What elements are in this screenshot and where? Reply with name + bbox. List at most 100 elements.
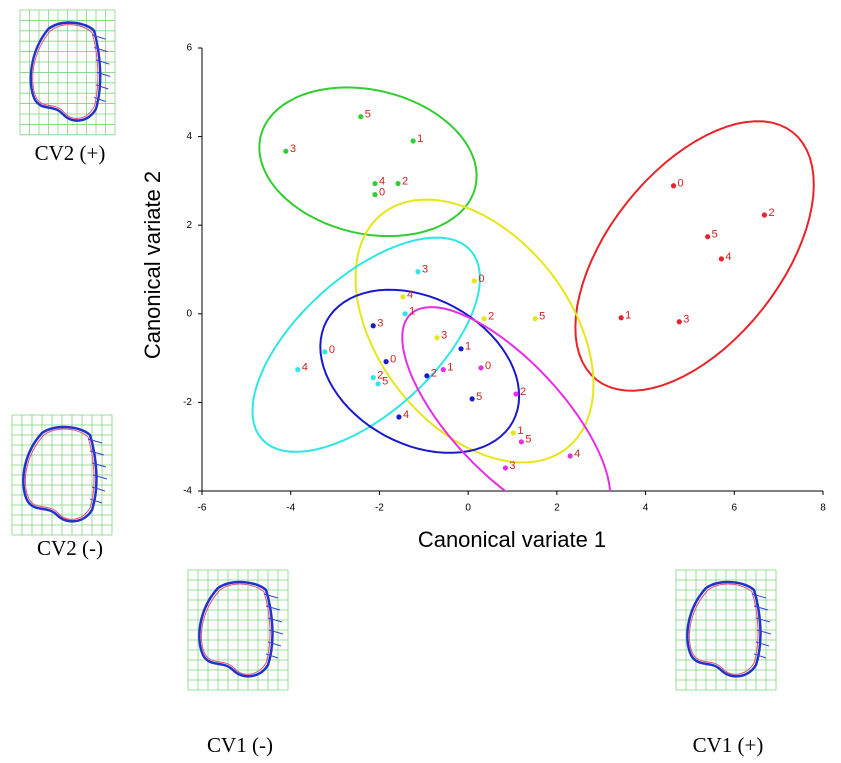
group-ellipse [401,306,612,491]
point [718,256,725,262]
x-tick-label: 6 [732,503,738,514]
point [370,323,376,329]
group-ellipse [354,198,595,464]
point [502,465,509,471]
point [383,359,389,365]
point [322,349,328,355]
point [370,374,376,381]
point [458,346,464,352]
point-label: 3 [290,143,296,155]
point-label: 5 [382,376,388,388]
y-tick-label: 6 [186,43,192,54]
point-label: 4 [574,448,580,460]
point [761,212,768,218]
point-label: 5 [525,434,531,446]
x-tick-label: -2 [375,503,384,514]
deformation-grid [10,413,114,537]
point-label: 1 [517,425,523,437]
point [481,316,487,322]
deformation-grid [186,568,290,692]
point-label: 5 [539,311,545,323]
point-label: 2 [431,368,437,380]
x-axis-label: Canonical variate 1 [418,527,606,552]
point [518,439,524,445]
point-label: 2 [402,175,408,187]
y-tick-label: 0 [186,308,192,319]
group-ellipse [251,236,481,453]
x-tick-label: -4 [286,503,295,514]
x-tick-label: 0 [465,503,471,514]
point-label: 3 [683,314,689,326]
point-label: 2 [488,311,494,323]
point-label: 2 [520,386,526,398]
figure-caption: CV2 (-) [37,536,103,560]
point-label: 0 [485,360,491,372]
point [424,373,430,379]
point-label: 1 [447,362,453,374]
point-label: 4 [403,409,409,421]
point-label: 0 [329,344,335,356]
y-tick-label: -2 [183,397,192,408]
y-tick-label: 2 [186,220,192,231]
figure-caption: CV2 (+) [35,141,106,165]
point [410,138,416,144]
point-label: 4 [407,289,413,301]
group-ellipse [574,120,815,392]
point [513,391,519,397]
point [670,183,677,189]
point-label: 4 [725,251,731,263]
figure-caption: CV1 (-) [207,733,273,757]
point [510,430,516,436]
point [395,180,401,187]
point-label: 3 [509,460,515,472]
x-tick-label: 2 [554,503,560,514]
point [400,294,406,300]
point [372,192,378,198]
point-label: 0 [478,273,484,285]
point-label: 3 [422,264,428,276]
point-label: 0 [678,178,684,190]
x-tick-label: 4 [643,503,649,514]
point [478,365,484,371]
point [434,335,440,341]
x-tick-label: 8 [820,503,826,514]
point-label: 1 [465,341,471,353]
point [375,381,381,387]
point [532,316,538,322]
point [358,114,364,120]
deformation-grid [674,568,778,692]
point [440,367,446,373]
point-label: 5 [476,391,482,403]
y-tick-label: -4 [183,486,192,497]
point [283,148,289,154]
figure-caption: CV1 (+) [693,733,764,757]
x-tick-label: -6 [198,503,207,514]
point [618,315,624,321]
point [402,311,408,317]
point-label: 5 [712,229,718,241]
deformation-grid [18,8,117,137]
point-label: 1 [409,306,415,318]
point-label: 3 [377,318,383,330]
group-ellipse [258,86,478,238]
point-label: 4 [379,175,385,187]
point [676,319,682,325]
point-label: 2 [768,207,774,219]
point-label: 3 [441,330,447,342]
point-label: 0 [379,187,385,199]
point [372,180,378,187]
ellipses [251,86,815,491]
y-tick-label: 4 [186,131,192,142]
point-label: 5 [365,109,371,121]
point [295,367,301,373]
point [567,453,573,459]
point-label: 0 [390,354,396,366]
point [396,414,402,420]
group-ellipse [319,288,521,454]
point [471,278,477,284]
point-label: 1 [417,133,423,145]
y-axis-label: Canonical variate 2 [140,171,165,359]
point [705,234,711,240]
point-label: 4 [302,362,308,374]
